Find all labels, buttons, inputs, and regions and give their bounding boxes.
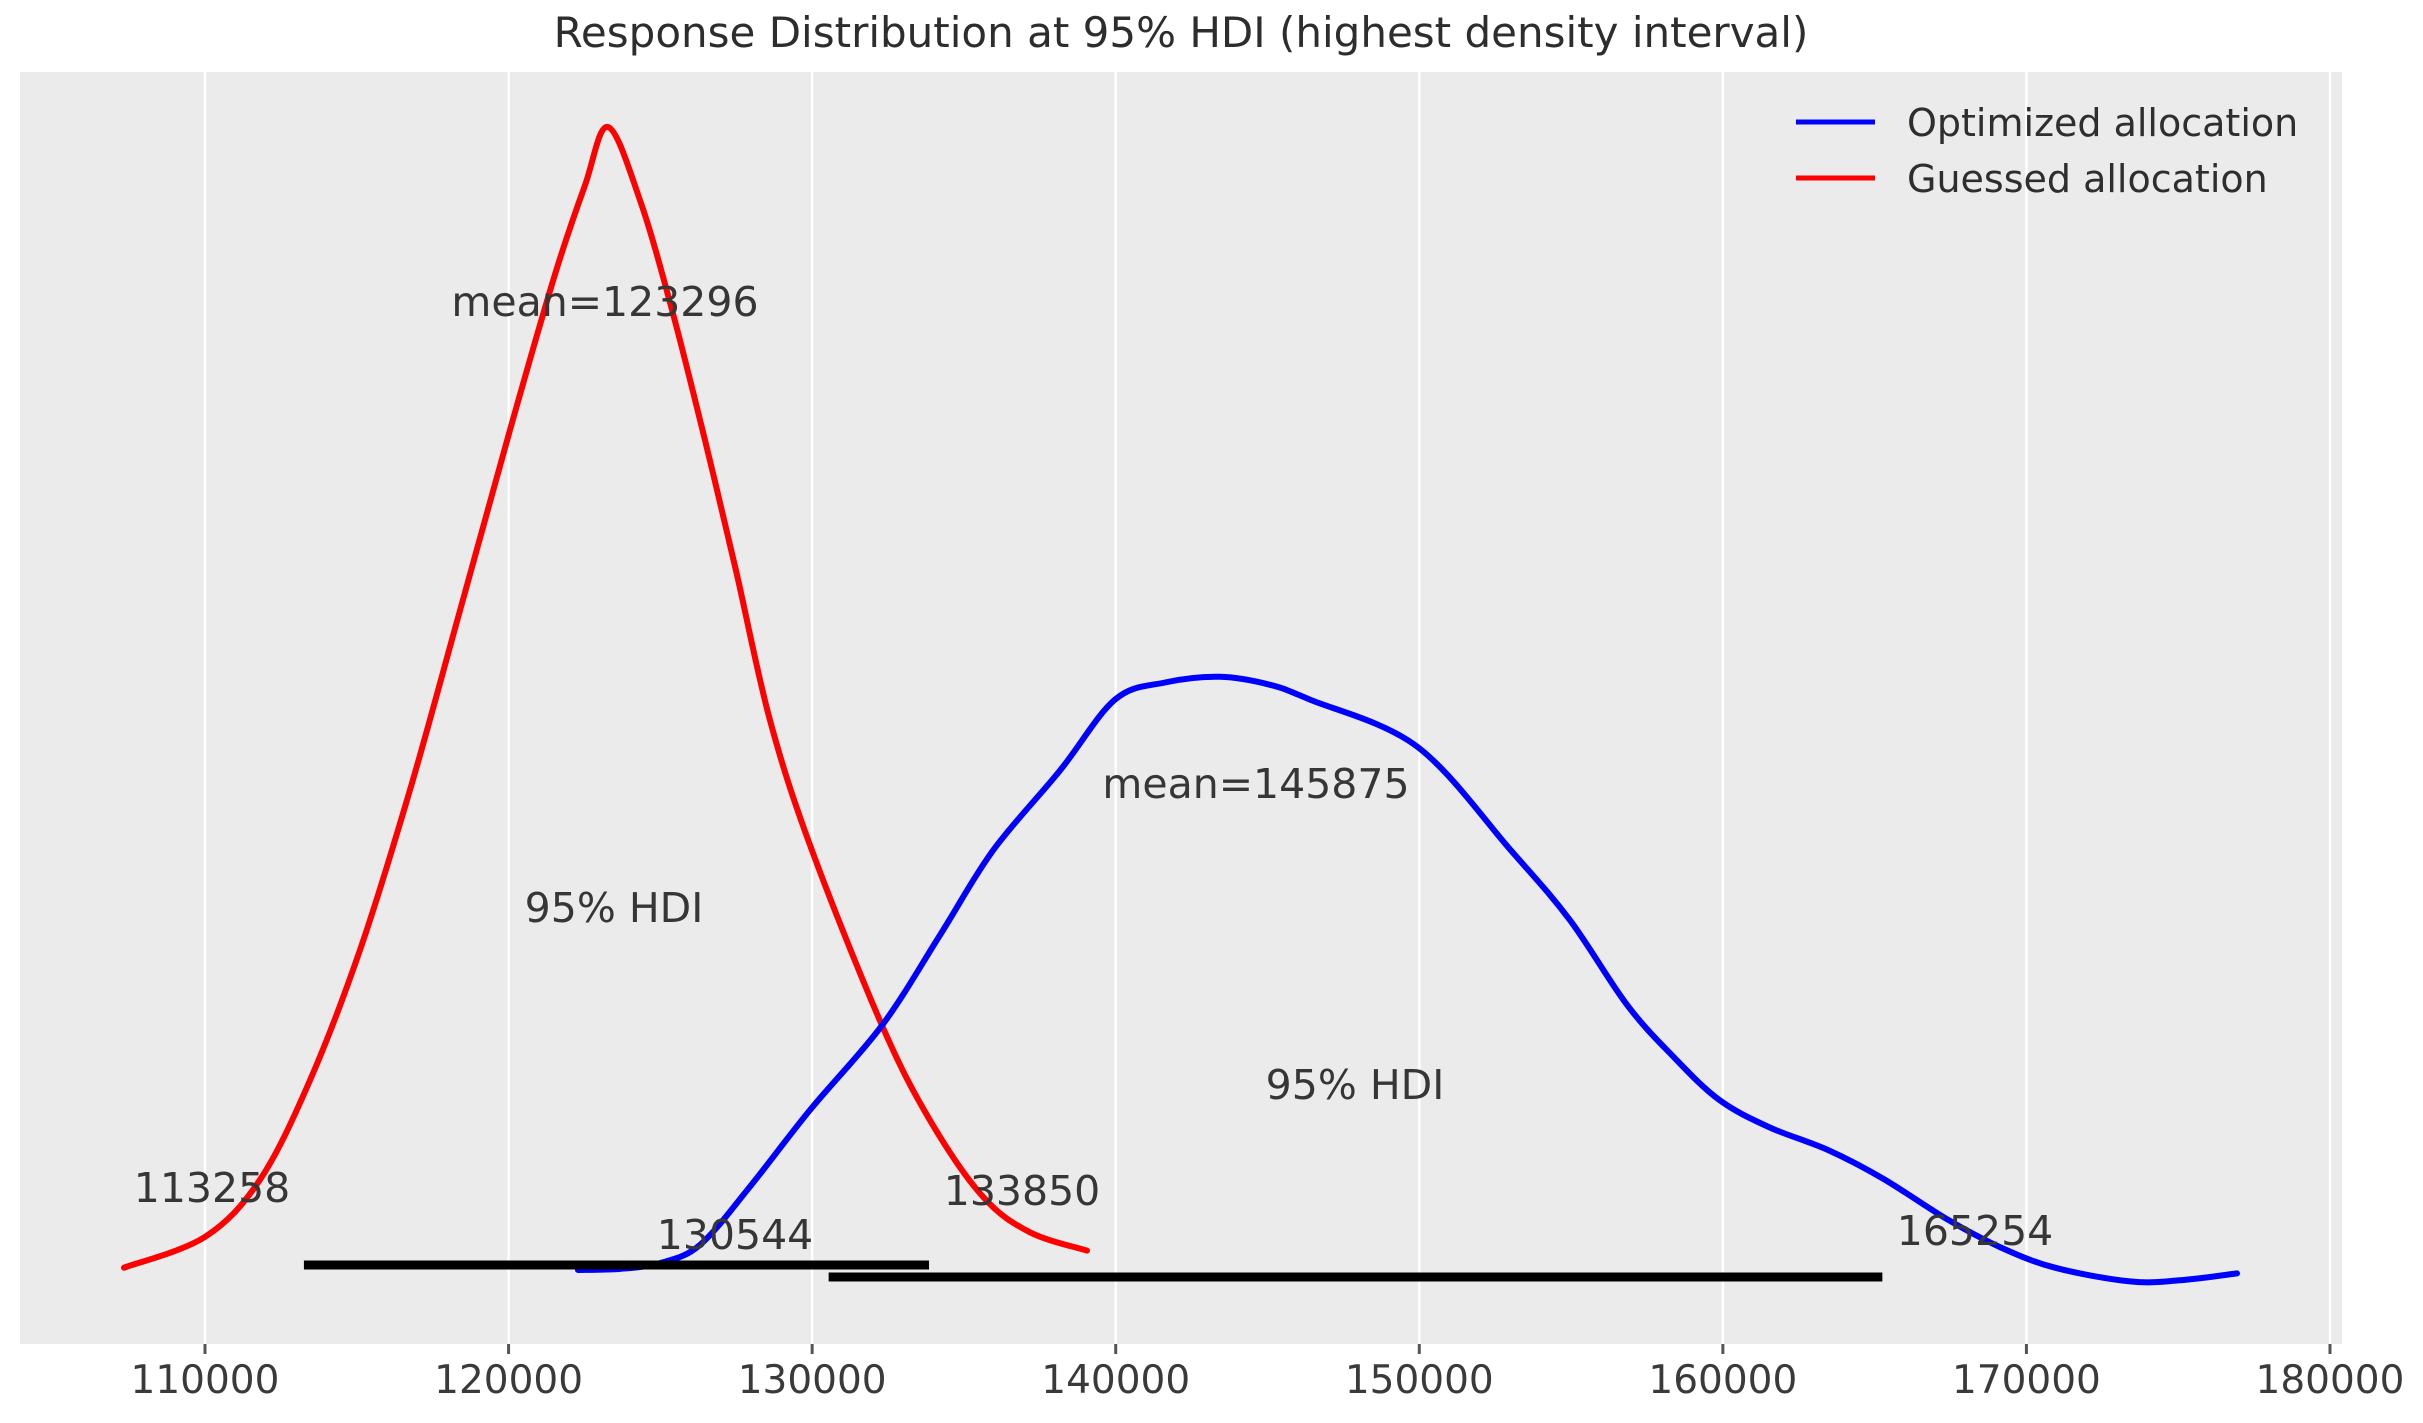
hdi-low-value-guessed: 113258 — [134, 1164, 291, 1212]
gridlines — [203, 72, 2332, 1344]
annotations: mean=123296 mean=145875 95% HDI 95% HDI … — [134, 278, 2054, 1259]
x-tick-label: 110000 — [131, 1358, 280, 1403]
hdi-low-value-optimized: 130544 — [657, 1211, 814, 1259]
x-tick-label: 160000 — [1648, 1358, 1797, 1403]
x-tick-label: 150000 — [1345, 1358, 1494, 1403]
legend-label-guessed: Guessed allocation — [1907, 157, 2268, 201]
chart-title: Response Distribution at 95% HDI (highes… — [554, 8, 1809, 57]
density-curve-optimized — [575, 673, 2240, 1286]
x-tick-label: 130000 — [738, 1358, 887, 1403]
mean-label-optimized: mean=145875 — [1102, 760, 1409, 808]
hdi-interval-bars — [303, 1260, 1883, 1282]
x-axis-tick-marks — [203, 1344, 2332, 1354]
hdi-label-optimized: 95% HDI — [1266, 1061, 1445, 1109]
x-tick-label: 170000 — [1952, 1358, 2101, 1403]
x-tick-label: 140000 — [1041, 1358, 1190, 1403]
hdi-label-guessed: 95% HDI — [525, 884, 704, 932]
legend-label-optimized: Optimized allocation — [1907, 101, 2298, 145]
hdi-high-value-optimized: 165254 — [1897, 1207, 2054, 1255]
hdi-high-value-guessed: 133850 — [944, 1167, 1101, 1215]
plot-area — [20, 72, 2342, 1344]
x-tick-label: 120000 — [434, 1358, 583, 1403]
x-axis-tick-labels: 110000 120000 130000 140000 150000 160000 1700… — [131, 1358, 2405, 1403]
mean-label-guessed: mean=123296 — [451, 278, 758, 326]
density-curve-guessed — [121, 124, 1090, 1271]
x-tick-label: 180000 — [2256, 1358, 2405, 1403]
legend: Optimized allocation Guessed allocation — [1796, 101, 2298, 201]
density-curves — [121, 124, 2240, 1286]
